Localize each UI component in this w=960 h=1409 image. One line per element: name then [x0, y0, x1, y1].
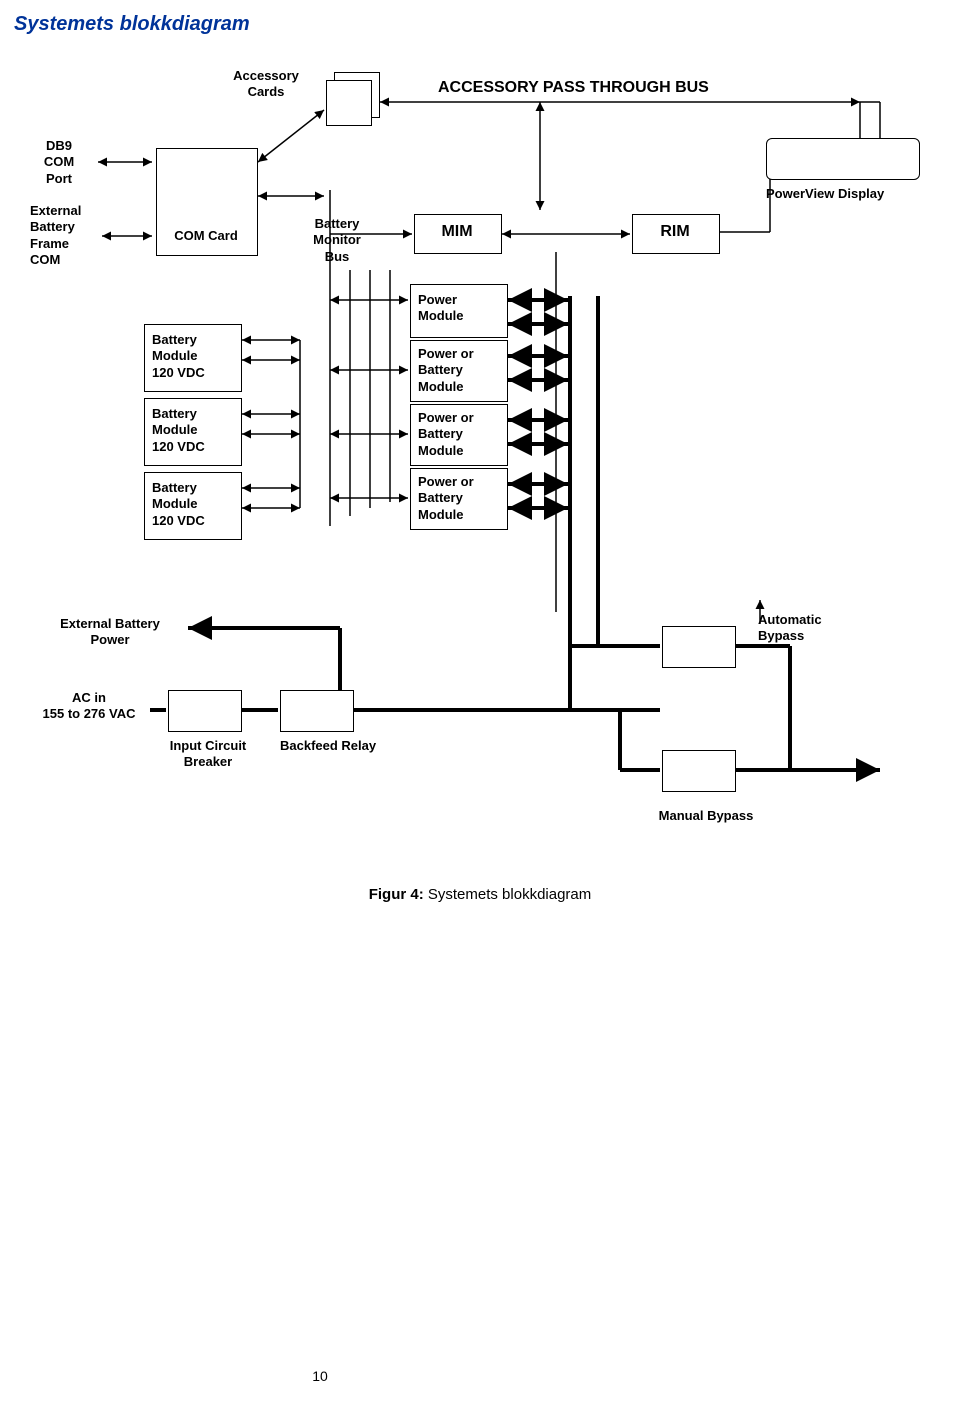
ext-batt-frame-label: External Battery Frame COM [30, 203, 110, 268]
accessory-cards-label: Accessory Cards [216, 68, 316, 101]
backfeed-relay-label: Backfeed Relay [280, 738, 376, 754]
pbm1-label: Power or Battery Module [418, 346, 474, 395]
figure-caption-rest: Systemets blokkdiagram [424, 886, 592, 903]
bm2-label: Battery Module 120 VDC [152, 406, 205, 455]
bm1-label: Battery Module 120 VDC [152, 332, 205, 381]
battery-monitor-bus-label: Battery Monitor Bus [297, 216, 377, 265]
ac-in-label: AC in 155 to 276 VAC [24, 690, 154, 723]
input-circuit-breaker-box [168, 690, 242, 732]
rim-label: RIM [632, 222, 718, 242]
manual-bypass-box [662, 750, 736, 792]
pbm2-label: Power or Battery Module [418, 410, 474, 459]
accessory-card-box-front [326, 80, 372, 126]
powerview-label: PowerView Display [766, 186, 884, 202]
powerview-box [766, 138, 920, 180]
input-circuit-breaker-label: Input Circuit Breaker [148, 738, 268, 771]
mim-label: MIM [414, 222, 500, 242]
automatic-bypass-label: Automatic Bypass [758, 612, 822, 645]
pbm3-label: Power or Battery Module [418, 474, 474, 523]
power-module-label: Power Module [418, 292, 464, 325]
manual-bypass-label: Manual Bypass [636, 808, 776, 824]
figure-caption-bold: Figur 4: [369, 886, 424, 903]
figure-caption: Figur 4: Systemets blokkdiagram [300, 886, 660, 903]
page-number: 10 [300, 1368, 340, 1384]
accessory-bus-label: ACCESSORY PASS THROUGH BUS [438, 78, 709, 98]
backfeed-relay-box [280, 690, 354, 732]
com-card-label: COM Card [156, 228, 256, 244]
automatic-bypass-box [662, 626, 736, 668]
ext-battery-power-label: External Battery Power [30, 616, 190, 649]
db9-label: DB9 COM Port [34, 138, 84, 187]
bm3-label: Battery Module 120 VDC [152, 480, 205, 529]
